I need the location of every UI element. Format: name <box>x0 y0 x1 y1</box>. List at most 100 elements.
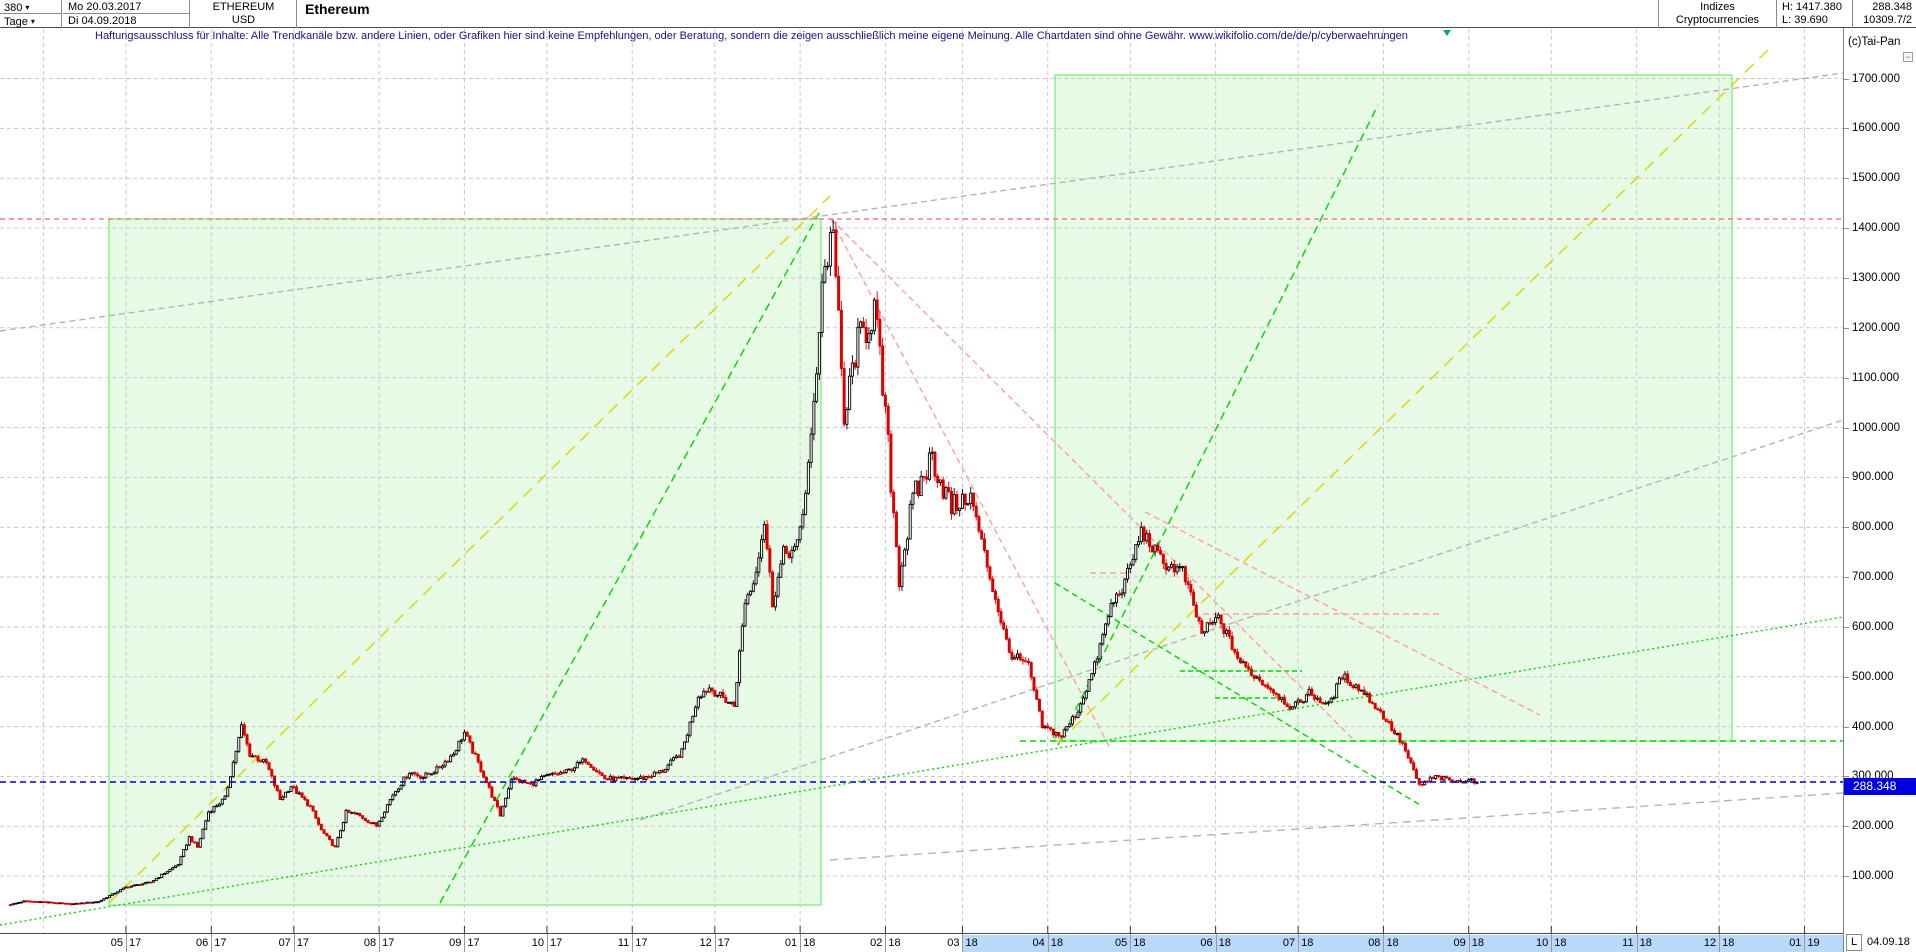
candle-up <box>1109 603 1113 618</box>
candle-down <box>586 761 590 765</box>
candle-up <box>1084 690 1088 699</box>
time-axis[interactable]: 05 17 06 17 07 17 08 17 09 17 10 17 11 17 12 17 01 18 02 18… <box>0 933 1843 952</box>
chart-plot-area[interactable] <box>0 28 1844 933</box>
price-tick-mark <box>1844 477 1849 479</box>
candle-up <box>545 773 549 777</box>
month-divider <box>632 934 634 952</box>
candle-up <box>394 790 398 796</box>
candle-down <box>190 836 194 843</box>
candle-down <box>41 901 45 904</box>
year-label: 18 <box>1301 937 1314 949</box>
price-tick-mark <box>1844 128 1849 130</box>
candle-down <box>597 771 601 774</box>
candle-down <box>892 491 896 514</box>
quote-value: 288.348 <box>1872 1 1912 13</box>
candle-up <box>815 373 819 402</box>
period-value-dropdown[interactable]: 380 ▾ <box>0 0 62 14</box>
month-label: 06 <box>196 937 209 949</box>
candle-up <box>1354 684 1358 689</box>
candle-down <box>270 769 274 777</box>
group-cell[interactable]: Indizes Cryptocurrencies <box>1658 0 1777 28</box>
candle-down <box>1340 677 1344 680</box>
candle-up <box>537 779 541 781</box>
year-label: 18 <box>1554 937 1567 949</box>
candle-up <box>385 804 389 813</box>
candle-down <box>427 772 431 775</box>
candle-down <box>77 902 81 905</box>
group-indizes: Indizes <box>1700 1 1735 13</box>
candle-up <box>960 493 964 509</box>
month-label: 01 <box>784 937 798 949</box>
candle-down <box>583 758 587 763</box>
candle-up <box>776 576 780 597</box>
candle-down <box>1156 544 1160 551</box>
candlestick-chart-canvas[interactable] <box>0 28 1844 933</box>
candle-up <box>421 777 425 780</box>
candle-up <box>614 776 618 782</box>
candle-down <box>881 345 885 396</box>
pink-descending-may <box>1144 511 1541 716</box>
candle-down <box>916 480 920 496</box>
period-value: 380 <box>4 2 23 14</box>
price-tick-label: 500.000 <box>1852 670 1894 683</box>
candle-down <box>713 690 717 697</box>
candle-down <box>328 835 332 840</box>
candle-down <box>1398 733 1402 743</box>
month-divider <box>1468 934 1470 952</box>
price-axis[interactable]: (c)Tai-Pan − 1700.000 1600.000 1500.000 140… <box>1843 28 1916 952</box>
candle-up <box>129 885 133 888</box>
candle-up <box>451 753 455 757</box>
candle-up <box>80 902 84 905</box>
status-l-cell: L <box>1846 934 1862 951</box>
candle-up <box>407 773 411 779</box>
candle-down <box>897 546 901 588</box>
candle-up <box>696 696 700 708</box>
candlesticks <box>8 219 1479 907</box>
candle-down <box>1387 721 1391 723</box>
candle-down <box>949 491 953 515</box>
candle-up <box>969 492 973 504</box>
candle-down <box>490 786 494 798</box>
candle-down <box>1271 689 1275 694</box>
candle-up <box>1324 702 1328 705</box>
candle-down <box>1436 775 1440 777</box>
price-tick-label: 1200.000 <box>1852 321 1900 334</box>
candle-down <box>242 724 246 736</box>
candle-up <box>454 750 458 755</box>
price-tick-label: 1600.000 <box>1852 122 1900 135</box>
candle-down <box>303 796 307 801</box>
candle-down <box>1406 750 1410 759</box>
candle-up <box>240 724 244 738</box>
price-tick-mark <box>1844 876 1849 878</box>
candle-down <box>1299 699 1303 703</box>
candle-down <box>1021 659 1025 662</box>
price-tick-label: 1100.000 <box>1852 371 1900 384</box>
candle-down <box>8 904 12 907</box>
candle-up <box>1423 780 1427 786</box>
candle-up <box>237 736 241 752</box>
candle-up <box>58 902 62 905</box>
candle-up <box>966 503 970 506</box>
candle-up <box>179 855 183 866</box>
last-price-badge: 288.348 <box>1844 778 1916 795</box>
candle-down <box>1236 651 1240 659</box>
candle-down <box>1161 553 1165 564</box>
chevron-down-icon: ▾ <box>30 17 35 26</box>
candle-up <box>157 877 161 880</box>
candle-up <box>1098 643 1102 660</box>
candle-down <box>66 902 70 905</box>
candle-down <box>834 229 838 277</box>
candle-down <box>875 299 879 320</box>
candle-down <box>1288 706 1292 710</box>
candle-up <box>231 761 235 778</box>
candle-down <box>322 829 326 834</box>
candle-down <box>1318 697 1322 703</box>
period-unit-dropdown[interactable]: Tage ▾ <box>0 14 62 28</box>
collapse-panel-icon[interactable]: − <box>1903 52 1913 62</box>
candle-down <box>1026 660 1030 664</box>
candle-down <box>33 900 37 903</box>
month-divider <box>885 934 887 952</box>
green-box1-diagonal <box>439 212 820 904</box>
candle-up <box>201 828 205 840</box>
candle-down <box>28 900 32 903</box>
